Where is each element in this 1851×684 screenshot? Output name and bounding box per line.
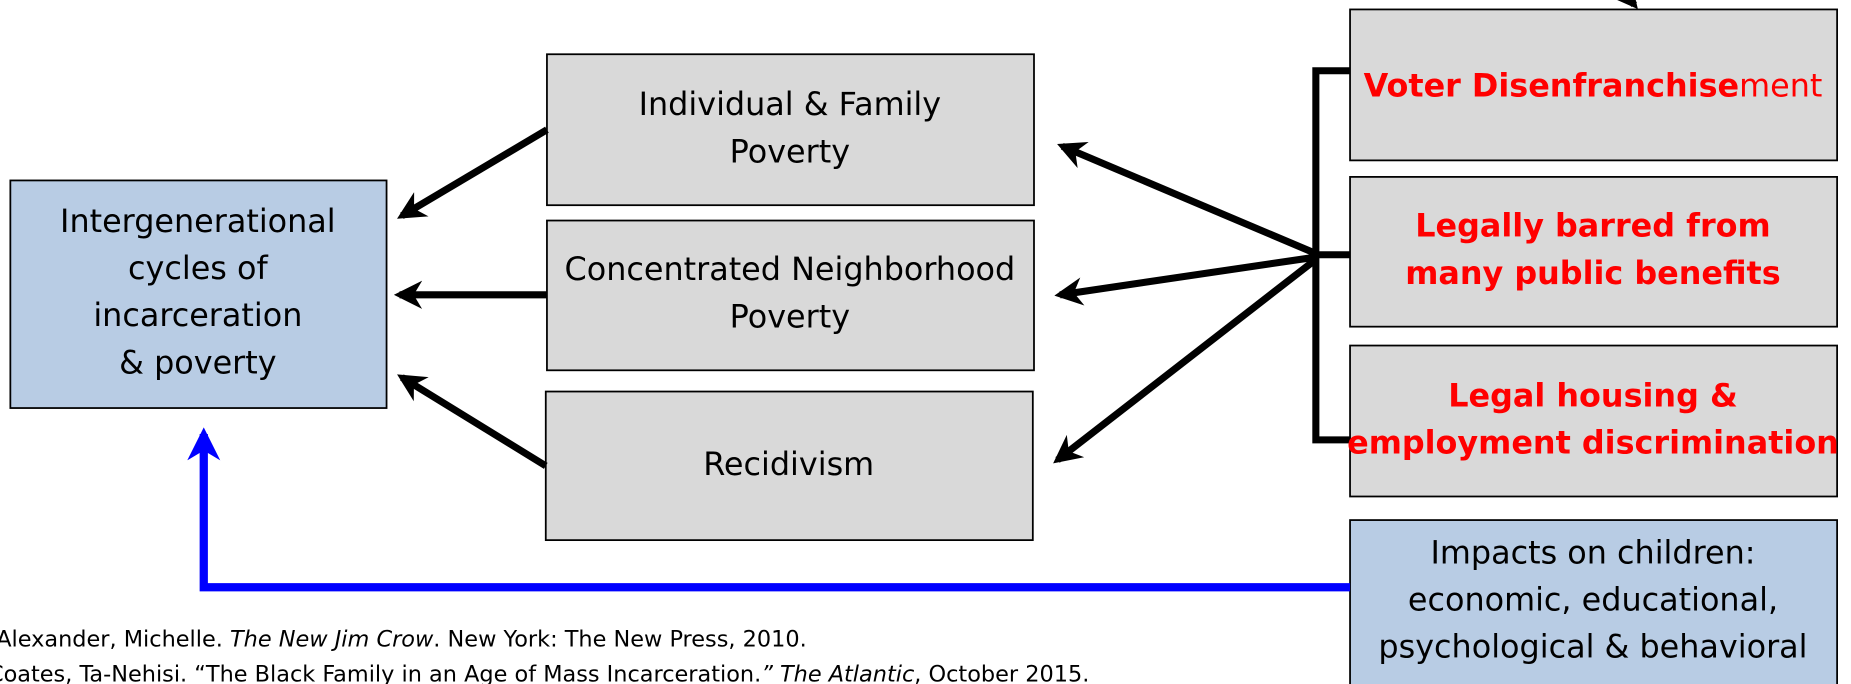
citation: Coates, Ta-Nehisi. “The Black Family in …	[0, 662, 1089, 684]
arrow	[1053, 256, 1319, 464]
arrows	[393, 0, 1638, 469]
box-individual	[546, 53, 1035, 207]
node-label: psychological & behavioral	[1378, 628, 1807, 666]
box-voter	[1349, 8, 1838, 162]
citation-part: , October 2015.	[914, 662, 1089, 684]
node-label: & poverty	[119, 343, 276, 381]
bracket	[1312, 67, 1351, 444]
node-label: many public benefits	[1405, 254, 1781, 292]
box-neighborhood	[546, 219, 1035, 372]
voter-rest: ment	[1739, 66, 1822, 104]
node-label: incarceration	[93, 296, 302, 334]
citation: Alexander, Michelle. The New Jim Crow. N…	[0, 626, 807, 652]
node-label: Individual & Family	[639, 85, 941, 123]
arrow	[1054, 253, 1317, 306]
arrow	[397, 126, 549, 219]
node-label: Intergenerational	[60, 202, 336, 240]
voter-bold: Voter Disenfranchise	[1364, 66, 1740, 104]
node-label: Legal housing &	[1448, 376, 1737, 414]
citation-part: . New York: The New Press, 2010.	[433, 626, 806, 652]
voter-text: Voter Disenfranchisement	[1364, 66, 1823, 104]
box-cycle	[9, 179, 388, 409]
citation-part: Alexander, Michelle.	[0, 626, 230, 652]
arrow	[1057, 142, 1318, 257]
node-label: Legally barred from	[1415, 207, 1770, 245]
box-housing	[1349, 344, 1838, 498]
node-label: Concentrated Neighborhood	[565, 250, 1016, 288]
node-label: Poverty	[730, 132, 850, 170]
node-label: Impacts on children:	[1431, 533, 1756, 571]
node-label: employment discrimination	[1347, 424, 1839, 462]
box-children	[1349, 519, 1838, 684]
arrow	[397, 374, 548, 469]
node-label: Poverty	[730, 297, 850, 335]
box-benefits	[1349, 176, 1838, 328]
citation-title: The New Jim Crow	[230, 626, 434, 652]
node-texts: Intergenerational cycles of incarceration &…	[60, 85, 1839, 665]
arrow	[1608, 0, 1638, 10]
citation-part: Coates, Ta-Nehisi. “The Black Family in …	[0, 662, 761, 684]
box-recidivism	[544, 390, 1034, 542]
feedback-arrow	[187, 427, 1351, 592]
node-label: economic, educational,	[1408, 580, 1778, 618]
node-label: cycles of	[128, 249, 268, 287]
node-label: Recidivism	[703, 445, 874, 483]
citation-title: ” The Atlantic	[761, 662, 914, 684]
